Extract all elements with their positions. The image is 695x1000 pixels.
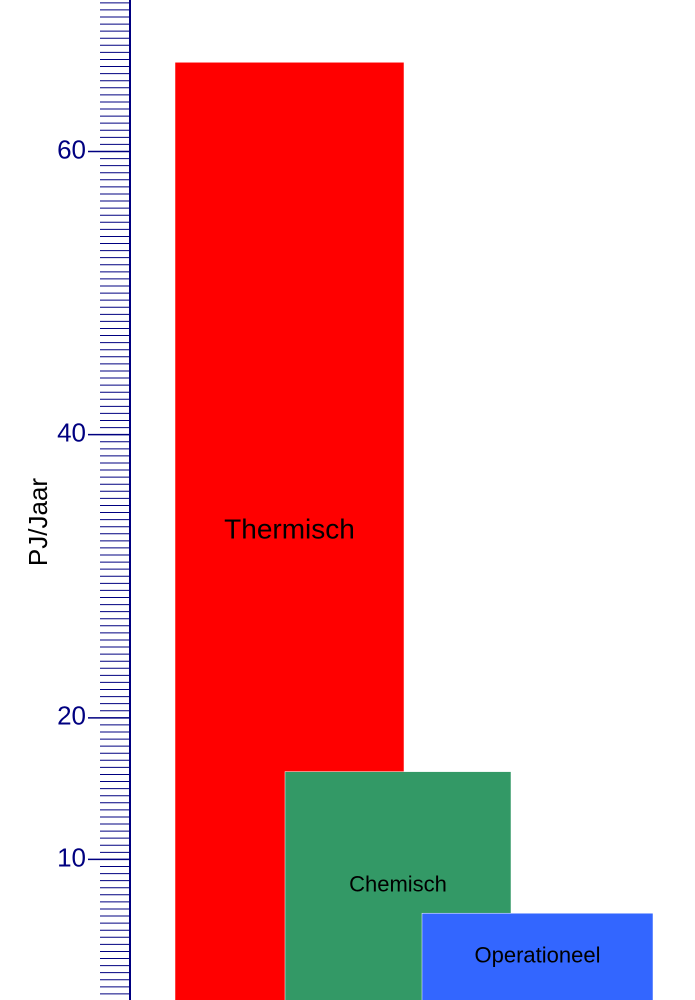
y-tick-label: 60 xyxy=(57,134,86,164)
bar-label: Operationeel xyxy=(475,942,601,967)
bar xyxy=(421,912,654,1000)
y-tick-label: 10 xyxy=(57,842,86,872)
y-tick-label: 20 xyxy=(57,701,86,731)
y-tick-label: 40 xyxy=(57,418,86,448)
y-axis-label: PJ/Jaar xyxy=(23,478,53,566)
bar-label: Thermisch xyxy=(224,514,355,545)
bar-label: Chemisch xyxy=(349,872,447,897)
